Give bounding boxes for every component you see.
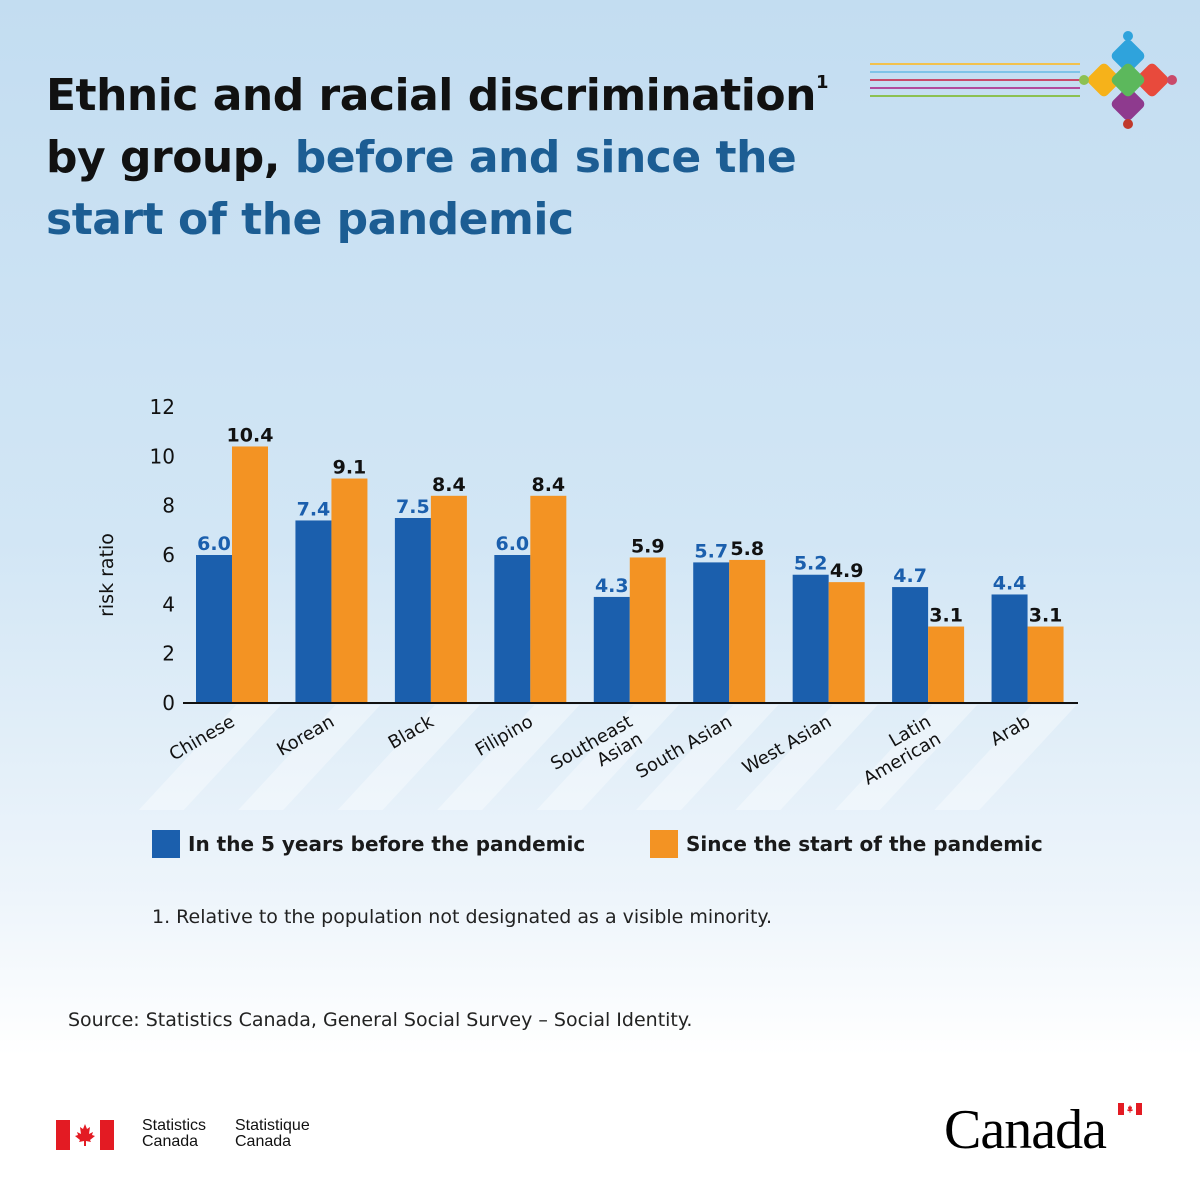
statcan-fr-line1: Statistique: [235, 1117, 310, 1134]
y-tick-label: 2: [162, 642, 175, 666]
bars: [196, 446, 1064, 703]
diagonal-band: [238, 705, 381, 810]
value-label-before: 5.7: [694, 540, 728, 562]
value-label-since: 3.1: [929, 605, 963, 627]
diagonal-band: [636, 705, 779, 810]
legend-swatch-before: [152, 830, 180, 858]
y-axis-ticks: 0 2 4 6 8 10 12: [150, 395, 175, 715]
legend-label-before: In the 5 years before the pandemic: [188, 832, 586, 856]
decorative-lines: [870, 63, 1080, 97]
value-label-before: 4.3: [595, 575, 629, 597]
bar-since: [331, 478, 368, 703]
diagonal-band: [536, 705, 679, 810]
bar-since: [232, 446, 268, 703]
diagonal-band: [934, 705, 1077, 810]
footnote: 1. Relative to the population not design…: [152, 906, 772, 928]
bar-before: [593, 596, 630, 703]
statcan-fr-line2: Canada: [235, 1133, 292, 1150]
bar-since: [928, 626, 965, 703]
bar-before: [494, 555, 531, 703]
value-label-before: 4.4: [993, 572, 1027, 594]
statcan-en-line2: Canada: [142, 1133, 199, 1150]
bar-before: [196, 555, 232, 703]
bar-before: [892, 587, 929, 703]
wordmark-flag-icon: [1118, 1103, 1142, 1115]
value-label-since: 4.9: [830, 560, 864, 582]
bar-before: [991, 594, 1028, 703]
title-superscript: 1: [815, 72, 829, 93]
value-label-before: 6.0: [495, 533, 529, 555]
value-label-before: 7.4: [297, 498, 331, 520]
statcan-french: Statistique Canada: [235, 1118, 310, 1150]
value-label-before: 7.5: [396, 496, 430, 518]
y-axis-label: risk ratio: [96, 533, 118, 617]
value-label-before: 5.2: [794, 553, 828, 575]
bar-since: [629, 557, 666, 703]
bar-since: [1027, 626, 1064, 703]
legend-item-before: In the 5 years before the pandemic: [152, 830, 585, 858]
source-note: Source: Statistics Canada, General Socia…: [68, 1009, 693, 1031]
value-label-since: 5.8: [730, 538, 764, 560]
value-label-since: 9.1: [333, 457, 367, 479]
y-tick-label: 12: [150, 395, 175, 419]
bar-since: [729, 559, 766, 703]
value-label-before: 6.0: [197, 533, 231, 555]
value-label-since: 10.4: [227, 424, 274, 446]
diagonal-band: [735, 705, 878, 810]
diagonal-band: [138, 705, 281, 810]
title-part1: Ethnic and racial discrimination: [46, 70, 816, 121]
y-tick-label: 0: [162, 691, 175, 715]
statcan-english: Statistics Canada: [142, 1118, 206, 1150]
statcan-en-line1: Statistics: [142, 1117, 207, 1134]
value-label-since: 8.4: [432, 474, 466, 496]
chart-title: Ethnic and racial discrimination1 by gro…: [46, 52, 866, 251]
bar-since: [828, 582, 865, 703]
value-label-since: 8.4: [531, 474, 565, 496]
diagonal-band: [337, 705, 480, 810]
legend-item-since: Since the start of the pandemic: [650, 830, 1043, 858]
y-tick-label: 6: [162, 543, 175, 567]
y-tick-label: 4: [162, 592, 175, 616]
diagonal-light-bands: [138, 705, 1077, 810]
bar-before: [295, 520, 332, 703]
legend-label-since: Since the start of the pandemic: [686, 832, 1043, 856]
diagonal-band: [834, 705, 978, 810]
bar-before: [792, 574, 829, 703]
bar-before: [693, 562, 730, 703]
title-part3: before and since the start of the pandem…: [46, 132, 797, 245]
value-label-since: 5.9: [631, 535, 665, 557]
value-labels: 6.010.47.49.17.58.46.08.44.35.9 5.7 5.85.2…: [197, 424, 1062, 626]
bar-since: [530, 495, 567, 703]
mosaic-logo-icon: [1079, 31, 1177, 129]
value-label-since: 3.1: [1029, 605, 1063, 627]
y-tick-label: 10: [150, 444, 175, 468]
bar-before: [394, 518, 431, 703]
y-tick-label: 8: [162, 494, 175, 518]
canada-flag-icon: [56, 1120, 114, 1150]
title-part2: by group,: [46, 132, 280, 183]
legend-swatch-since: [650, 830, 678, 858]
canada-wordmark: Canada: [944, 1099, 1107, 1161]
diagonal-band: [437, 705, 580, 810]
value-label-before: 4.7: [893, 565, 927, 587]
bar-since: [430, 495, 467, 703]
